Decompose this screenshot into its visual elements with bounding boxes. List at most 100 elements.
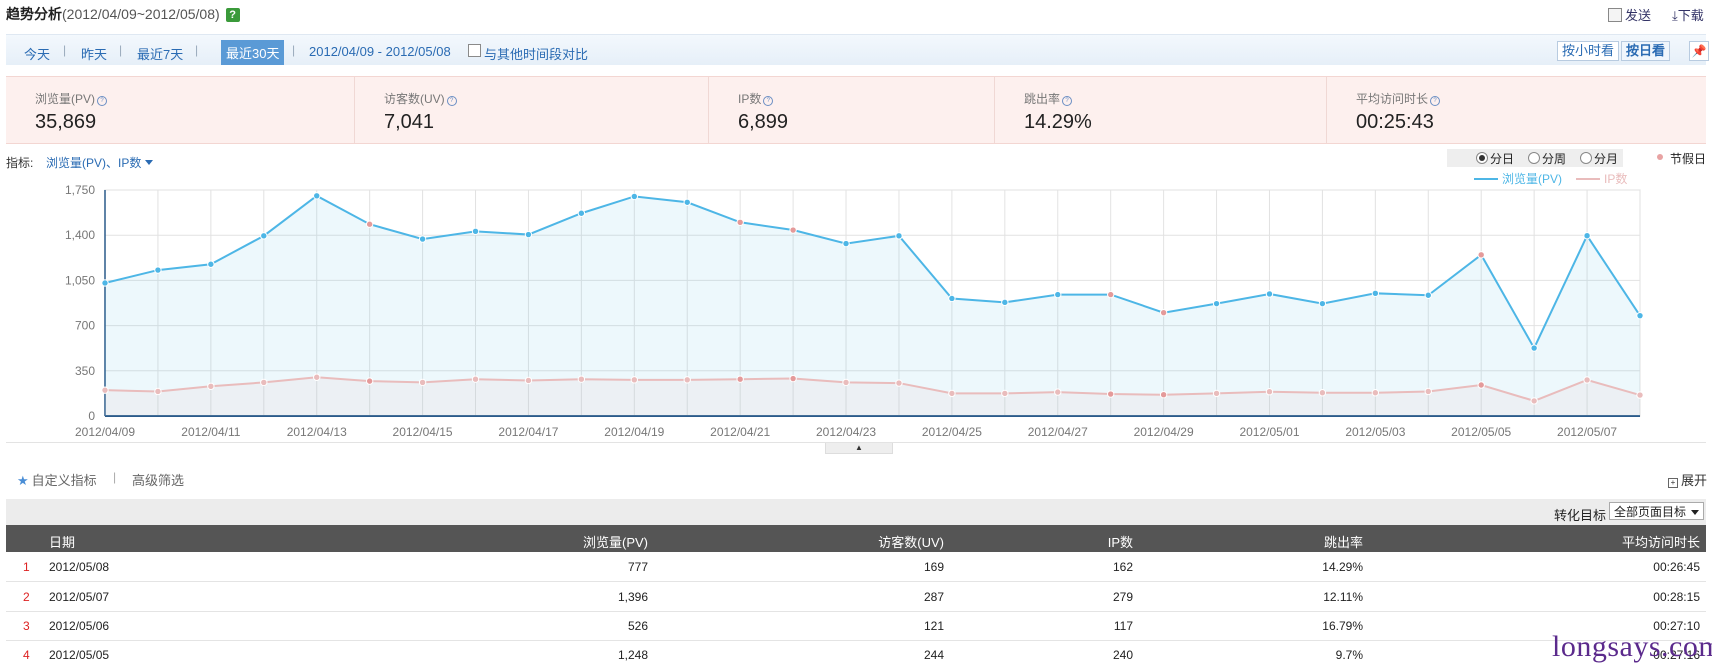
pin-icon[interactable]: 📌 bbox=[1689, 41, 1709, 61]
data-point bbox=[1265, 388, 1274, 396]
plus-icon: + bbox=[1668, 478, 1678, 488]
plot-area bbox=[104, 189, 1641, 417]
page-title: 趋势分析(2012/04/09~2012/05/08)? bbox=[6, 4, 240, 24]
data-point bbox=[418, 235, 427, 243]
data-point bbox=[207, 382, 215, 390]
data-point bbox=[736, 218, 744, 226]
data-point bbox=[842, 239, 850, 248]
data-point bbox=[948, 294, 956, 303]
conversion-select[interactable]: 全部页面目标 bbox=[1609, 502, 1704, 520]
date-last7[interactable]: 最近7天 bbox=[137, 47, 184, 62]
data-point bbox=[1212, 299, 1221, 308]
help-icon[interactable]: ? bbox=[1430, 96, 1441, 106]
metric-label: 指标: bbox=[6, 156, 34, 170]
x-tick-label: 2012/04/29 bbox=[1134, 425, 1194, 439]
x-tick-label: 2012/05/01 bbox=[1239, 425, 1299, 439]
data-point bbox=[365, 220, 374, 228]
data-point bbox=[524, 376, 533, 385]
cell-ip: 117 bbox=[1113, 619, 1133, 633]
series-area bbox=[105, 377, 1640, 416]
help-icon[interactable]: ? bbox=[225, 8, 240, 22]
series-area bbox=[105, 195, 1640, 416]
data-point bbox=[1318, 299, 1327, 308]
cell-ip: 279 bbox=[1112, 590, 1133, 604]
data-point bbox=[1106, 390, 1115, 398]
legend-item-pv[interactable]: 浏览量(PV) bbox=[1502, 172, 1563, 186]
send-label: 发送 bbox=[1625, 8, 1652, 23]
date-yesterday[interactable]: 昨天 bbox=[81, 47, 108, 62]
data-point bbox=[630, 192, 639, 201]
download-button[interactable]: ⤓下载 bbox=[1672, 5, 1704, 24]
data-point bbox=[1318, 389, 1327, 397]
data-point bbox=[1159, 308, 1168, 317]
radio-by-week[interactable] bbox=[1528, 152, 1540, 164]
by-hour-button[interactable]: 按小时看 bbox=[1557, 41, 1620, 61]
cell-uv: 169 bbox=[923, 560, 944, 574]
cell-ip: 240 bbox=[1112, 648, 1133, 662]
x-tick-label: 2012/05/03 bbox=[1345, 425, 1405, 439]
stat-value: 35,869 bbox=[35, 111, 97, 133]
help-icon[interactable]: ? bbox=[446, 96, 457, 106]
expand-label: 展开 bbox=[1681, 473, 1708, 488]
col-uv[interactable]: 访客数(UV) bbox=[878, 535, 944, 550]
data-point bbox=[1001, 298, 1009, 307]
data-point bbox=[789, 374, 797, 383]
col-pv[interactable]: 浏览量(PV) bbox=[582, 535, 648, 550]
radio-by-month[interactable] bbox=[1580, 152, 1592, 164]
stat-avg-time: 平均访问时长? 00:25:43 bbox=[1327, 77, 1706, 143]
data-point bbox=[1424, 387, 1432, 396]
col-bounce[interactable]: 跳出率 bbox=[1323, 535, 1363, 550]
date-last30[interactable]: 最近30天 bbox=[221, 40, 285, 65]
metric-dropdown[interactable]: 浏览量(PV)、IP数 bbox=[46, 154, 154, 171]
grid-horizontal bbox=[104, 189, 1640, 417]
by-day-button[interactable]: 按日看 bbox=[1621, 41, 1671, 61]
stat-value: 7,041 bbox=[384, 111, 435, 133]
data-point bbox=[736, 375, 744, 383]
collapse-chart-icon[interactable]: ▲ bbox=[825, 443, 893, 454]
date-today[interactable]: 今天 bbox=[24, 47, 51, 62]
x-tick-label: 2012/04/23 bbox=[816, 425, 876, 439]
divider: | bbox=[195, 43, 199, 57]
cell-avg-time: 00:26:45 bbox=[1653, 560, 1700, 574]
stat-label: 访客数(UV) bbox=[384, 92, 445, 106]
help-icon[interactable]: ? bbox=[97, 96, 108, 106]
data-point bbox=[789, 226, 797, 234]
chart-legend: 浏览量(PV) IP数 bbox=[1474, 170, 1627, 187]
data-point bbox=[313, 192, 321, 200]
help-icon[interactable]: ? bbox=[1062, 96, 1073, 106]
radio-by-day[interactable] bbox=[1476, 152, 1488, 164]
help-icon[interactable]: ? bbox=[763, 96, 774, 106]
cell-bounce: 16.79% bbox=[1322, 619, 1363, 633]
compare-checkbox[interactable] bbox=[468, 44, 481, 57]
download-icon: ⤓ bbox=[1672, 8, 1678, 23]
divider: | bbox=[113, 470, 117, 484]
data-point bbox=[577, 209, 586, 217]
title-date-range: (2012/04/09~2012/05/08) bbox=[62, 6, 220, 22]
divider: | bbox=[119, 43, 123, 57]
conversion-bar bbox=[6, 499, 1706, 525]
cell-date: 2012/05/05 bbox=[49, 648, 110, 662]
date-range-picker[interactable]: 2012/04/09 - 2012/05/08 bbox=[309, 44, 451, 59]
divider bbox=[6, 442, 1706, 443]
by-month-label: 分月 bbox=[1594, 152, 1619, 166]
table-header: 日期 浏览量(PV) 访客数(UV) IP数 跳出率 平均访问时长 bbox=[6, 525, 1706, 552]
col-avg-time[interactable]: 平均访问时长 bbox=[1621, 535, 1700, 550]
data-point bbox=[154, 387, 162, 396]
data-point bbox=[842, 378, 850, 387]
col-date[interactable]: 日期 bbox=[49, 535, 76, 550]
expand-button[interactable]: + 展开 bbox=[1668, 470, 1707, 489]
by-day-label: 分日 bbox=[1490, 152, 1515, 166]
row-index: 1 bbox=[23, 560, 30, 574]
advanced-filter-link[interactable]: 高级筛选 bbox=[132, 473, 185, 488]
col-ip[interactable]: IP数 bbox=[1107, 535, 1133, 550]
custom-metrics-link[interactable]: ★ 自定义指标 bbox=[17, 470, 97, 489]
y-tick-label: 1,050 bbox=[65, 273, 95, 287]
granularity-selector: 分日 分周 分月 bbox=[1447, 149, 1623, 167]
row-index: 3 bbox=[23, 619, 30, 633]
data-point bbox=[895, 379, 903, 387]
legend-item-ip[interactable]: IP数 bbox=[1604, 172, 1628, 186]
stat-label: IP数 bbox=[738, 92, 762, 106]
send-button[interactable]: 发送 bbox=[1608, 5, 1651, 24]
cell-bounce: 9.7% bbox=[1335, 648, 1363, 662]
